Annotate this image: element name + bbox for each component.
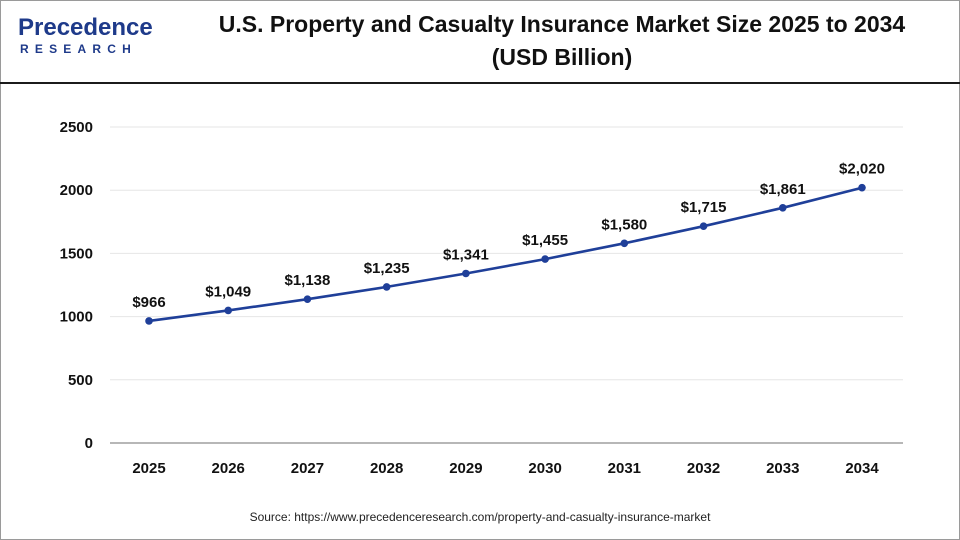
data-labels: $966 $1,049 $1,138 $1,235 $1,341 $1,455 $1,580… [132, 161, 885, 311]
data-point [699, 222, 708, 231]
y-tick-label: 2500 [60, 119, 93, 136]
y-tick-label: 2000 [60, 182, 93, 199]
chart-title: U.S. Property and Casualty Insurance Mar… [168, 8, 956, 74]
data-point [145, 317, 153, 325]
data-label: $1,580 [601, 216, 647, 233]
data-point [303, 295, 312, 303]
x-tick-label: 2034 [845, 460, 879, 477]
x-tick-labels: 2025 2026 2027 2028 2029 2030 2031 2032 2033 2034 [132, 460, 879, 477]
gridlines [110, 126, 903, 381]
x-tick-label: 2032 [687, 460, 720, 477]
y-tick-label: 1500 [60, 245, 93, 262]
series-line-path [148, 186, 863, 323]
data-label: $1,138 [284, 272, 330, 289]
data-point [778, 203, 787, 212]
data-point [382, 283, 391, 291]
data-label: $1,861 [760, 181, 806, 198]
y-tick-label: 1000 [60, 309, 93, 326]
y-tick-label: 0 [85, 435, 93, 452]
data-point [462, 269, 470, 278]
data-label: $1,235 [364, 260, 410, 277]
x-tick-label: 2026 [212, 460, 245, 477]
x-tick-label: 2033 [766, 460, 799, 477]
chart-title-line-2: (USD Billion) [491, 44, 633, 70]
brand-logo: Precedence RESEARCH [18, 14, 158, 66]
data-point [620, 239, 629, 248]
source-note: Source: https://www.precedenceresearch.c… [249, 510, 711, 524]
header: Precedence RESEARCH U.S. Property and Ca… [0, 0, 960, 84]
chart-title-line-1: U.S. Property and Casualty Insurance Mar… [218, 11, 906, 37]
data-markers [145, 183, 866, 325]
data-label: $1,455 [522, 232, 568, 249]
y-tick-labels: 0 500 1000 1500 2000 2500 [60, 119, 93, 452]
logo-subtitle: RESEARCH [20, 42, 137, 56]
data-label: $1,049 [205, 283, 251, 300]
data-label: $2,020 [839, 161, 885, 178]
x-tick-label: 2027 [291, 460, 324, 477]
data-label: $1,341 [443, 246, 489, 263]
data-label: $966 [132, 294, 165, 311]
x-tick-label: 2025 [132, 460, 165, 477]
x-tick-label: 2030 [528, 460, 561, 477]
data-point [224, 306, 233, 315]
data-label: $1,715 [681, 199, 727, 216]
series-line [148, 186, 863, 323]
x-tick-label: 2029 [449, 460, 482, 477]
x-tick-label: 2028 [370, 460, 403, 477]
data-point [541, 255, 549, 263]
y-tick-label: 500 [68, 372, 93, 389]
x-tick-label: 2031 [608, 460, 641, 477]
data-point [858, 183, 866, 192]
logo-wordmark: Precedence [18, 14, 153, 41]
